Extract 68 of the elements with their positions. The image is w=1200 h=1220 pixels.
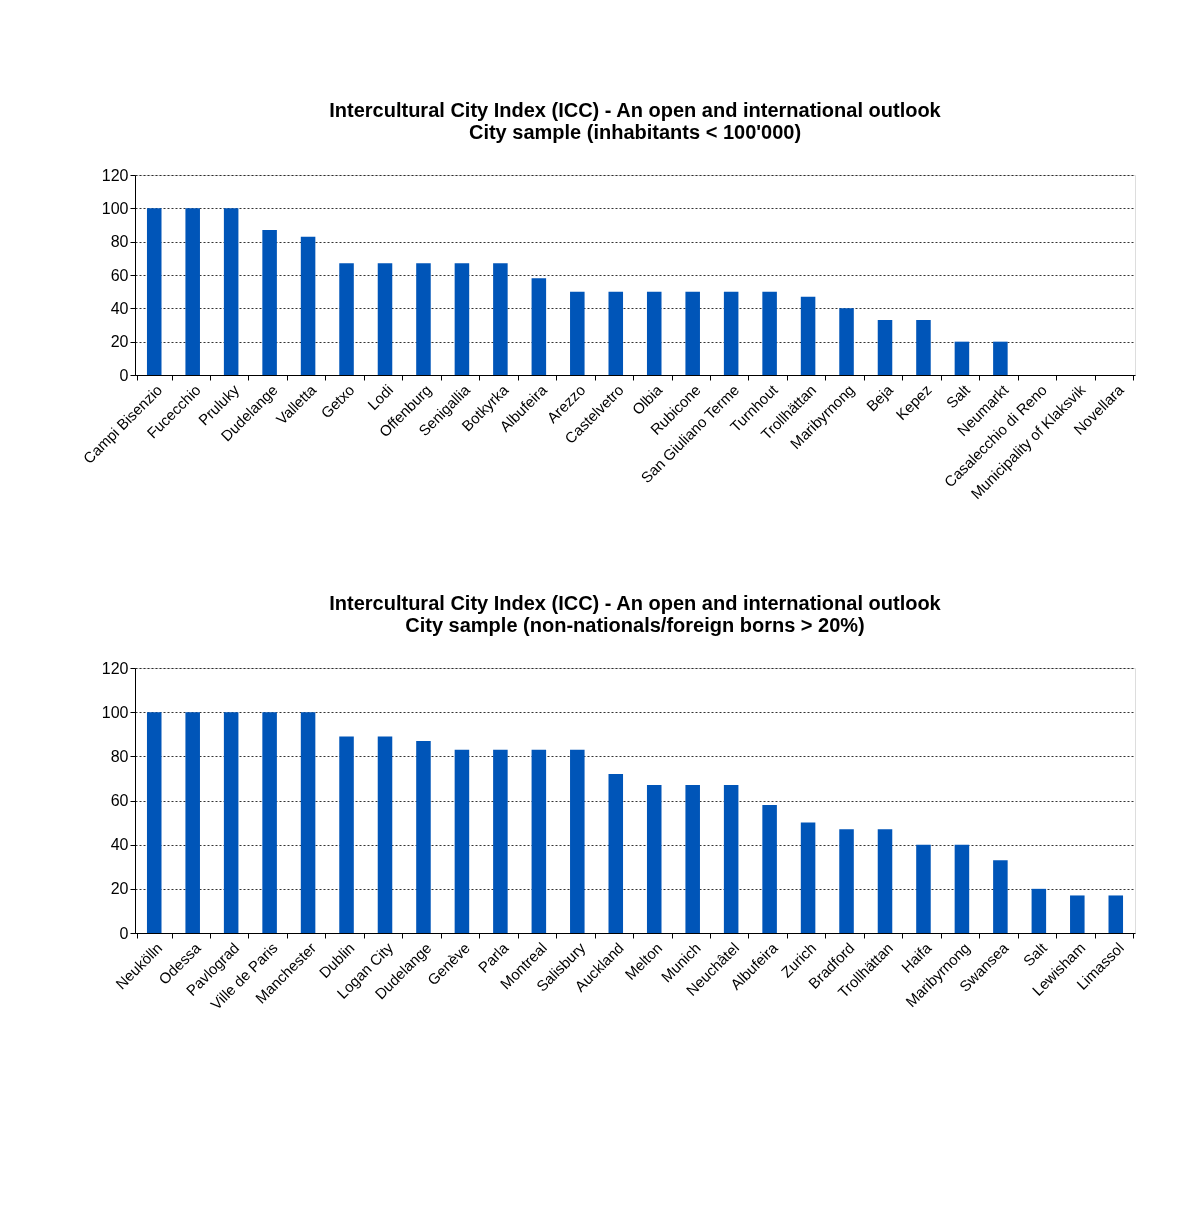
y-tick-label: 40 (110, 299, 129, 317)
bar (262, 230, 277, 375)
bar (454, 749, 470, 933)
y-tick-label: 20 (110, 880, 129, 898)
bar (800, 822, 816, 933)
bar (954, 341, 970, 375)
bar (646, 291, 662, 375)
bar (223, 712, 239, 933)
bar (993, 860, 1008, 933)
y-tick-label: 100 (101, 703, 129, 721)
bar (185, 208, 200, 375)
bar (762, 291, 777, 375)
bar (685, 291, 700, 375)
bar (377, 736, 393, 933)
bar (146, 208, 162, 375)
bar (493, 263, 508, 375)
bar (993, 341, 1008, 375)
bar (877, 320, 893, 375)
bar (300, 712, 316, 933)
bar (416, 740, 431, 933)
y-tick-label: 20 (110, 333, 129, 351)
y-tick-label: 120 (101, 166, 129, 184)
bar (570, 749, 585, 933)
bar (185, 712, 200, 933)
chart-subtitle: City sample (inhabitants < 100'000) (468, 121, 802, 143)
bar (877, 829, 893, 933)
bar (339, 736, 354, 933)
bar (646, 785, 662, 933)
y-tick-label: 80 (110, 747, 129, 765)
bar (608, 774, 624, 933)
chart-title: Intercultural City Index (ICC) - An open and international outlook (329, 99, 942, 121)
y-tick-label: 40 (110, 836, 129, 854)
bar (762, 804, 777, 933)
chart-title: Intercultural City Index (ICC) - An open and international outlook (329, 592, 942, 614)
bar (262, 712, 277, 933)
x-tick-label: Beja (862, 380, 897, 415)
bar (839, 829, 854, 933)
bar (723, 291, 739, 375)
bar (339, 263, 354, 375)
chart-subtitle: City sample (non-nationals/foreign borns > 20%) (405, 614, 865, 636)
y-tick-label: 0 (119, 924, 129, 942)
bar (954, 844, 970, 933)
bar (570, 291, 585, 375)
bar (1070, 895, 1085, 933)
bar (300, 236, 316, 375)
bar (608, 291, 624, 375)
bar (146, 712, 162, 933)
bar (1031, 888, 1047, 933)
bar (223, 208, 239, 375)
y-tick-label: 60 (110, 792, 129, 809)
bar (916, 844, 931, 933)
bar (685, 785, 700, 933)
y-tick-label: 0 (119, 366, 129, 384)
bar (493, 749, 508, 933)
y-tick-label: 80 (110, 233, 129, 251)
bar (839, 308, 854, 375)
bar (916, 320, 931, 375)
y-tick-label: 120 (101, 659, 129, 677)
bar (723, 785, 739, 933)
bar (800, 296, 816, 375)
bar (531, 749, 547, 933)
bar (1108, 895, 1124, 933)
y-tick-label: 60 (110, 266, 129, 284)
bar (454, 263, 470, 375)
bar (377, 263, 393, 375)
bar (531, 278, 547, 375)
y-tick-label: 100 (101, 199, 129, 217)
bar (416, 263, 431, 375)
